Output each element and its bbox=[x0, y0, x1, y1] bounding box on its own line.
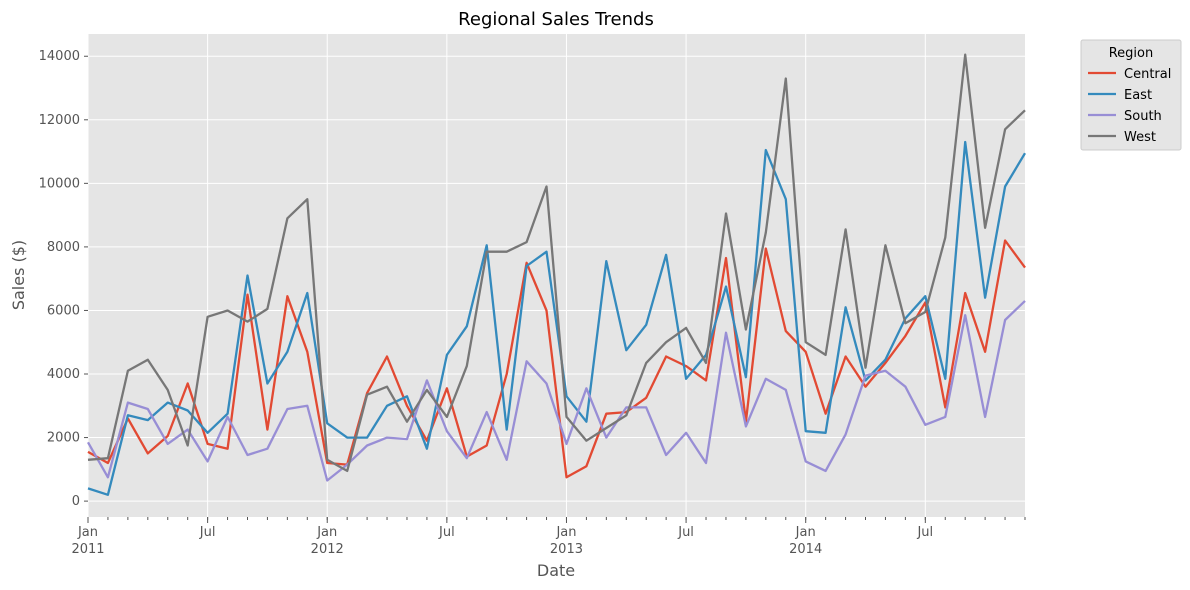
legend-box bbox=[1080, 39, 1182, 151]
x-axis-ticks: Jan 2011 Jul Jan 2012 Jul Jan 2013 Jul Jan 2014 Jul bbox=[71, 517, 1026, 557]
x-tick-year-label: 2013 bbox=[550, 542, 583, 557]
x-tick-label: Jul bbox=[677, 525, 694, 540]
y-tick-label: 6000 bbox=[47, 303, 80, 318]
x-tick-year-label: 2011 bbox=[71, 542, 104, 557]
x-tick-label: Jul bbox=[916, 525, 933, 540]
x-tick-label: Jan bbox=[555, 525, 576, 540]
legend-title: Region bbox=[1109, 46, 1154, 61]
x-tick-year-label: 2014 bbox=[789, 542, 822, 557]
series-line-south bbox=[87, 300, 1026, 482]
legend-label-south: South bbox=[1124, 109, 1162, 124]
y-tick-label: 4000 bbox=[47, 367, 80, 382]
x-axis-label: Date bbox=[537, 561, 575, 580]
x-tick-year-label: 2012 bbox=[311, 542, 344, 557]
legend-label-west: West bbox=[1124, 130, 1156, 145]
legend-label-east: East bbox=[1124, 88, 1152, 103]
plot-background bbox=[88, 34, 1025, 517]
x-tick-label: Jan bbox=[77, 525, 98, 540]
y-tick-label: 2000 bbox=[47, 431, 80, 446]
series-lines bbox=[87, 53, 1026, 496]
y-tick-label: 12000 bbox=[39, 113, 80, 128]
series-line-west bbox=[87, 53, 1026, 473]
x-tick-label: Jan bbox=[795, 525, 816, 540]
legend: Region Central East South West bbox=[1080, 39, 1182, 151]
chart-title: Regional Sales Trends bbox=[458, 9, 654, 30]
y-tick-label: 0 bbox=[72, 494, 80, 509]
x-tick-label: Jul bbox=[199, 525, 216, 540]
legend-label-central: Central bbox=[1124, 67, 1171, 82]
y-tick-label: 8000 bbox=[47, 240, 80, 255]
y-tick-label: 10000 bbox=[39, 176, 80, 191]
x-tick-label: Jan bbox=[316, 525, 337, 540]
grid-lines bbox=[87, 34, 1025, 517]
y-axis-label: Sales ($) bbox=[9, 240, 28, 310]
y-axis-ticks: 0 2000 4000 6000 8000 10000 12000 14000 bbox=[39, 49, 88, 509]
y-tick-label: 14000 bbox=[39, 49, 80, 64]
x-tick-label: Jul bbox=[438, 525, 455, 540]
series-line-east bbox=[87, 140, 1026, 496]
